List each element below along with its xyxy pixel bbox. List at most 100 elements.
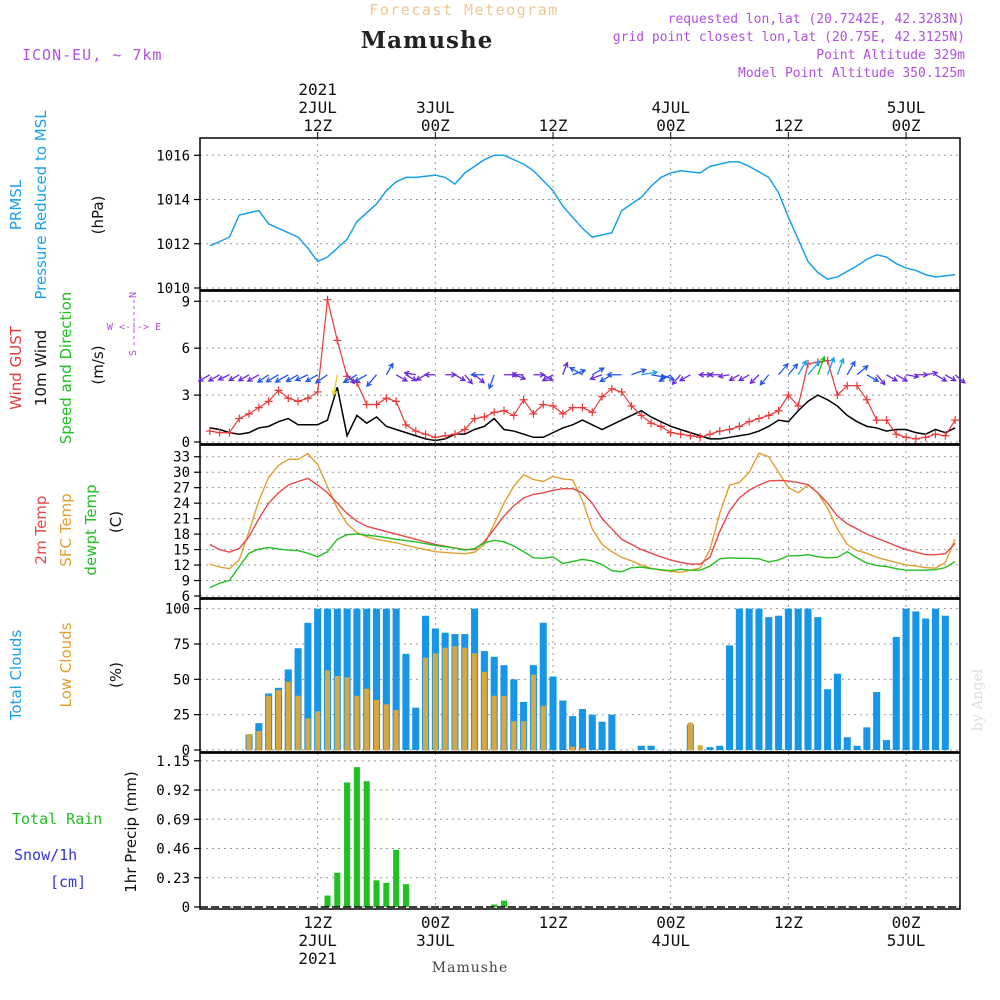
total-clouds-bar bbox=[853, 745, 861, 750]
wind-arrow bbox=[778, 362, 789, 376]
total-clouds-bar bbox=[598, 721, 606, 750]
low-clouds-bar bbox=[472, 653, 478, 751]
top-axis-label: 5JUL bbox=[887, 98, 926, 117]
wind-arrow bbox=[876, 374, 886, 386]
wind-arrow bbox=[944, 374, 957, 382]
wind-arrow bbox=[866, 374, 880, 382]
bottom-axis-label: 12Z bbox=[539, 913, 568, 932]
total-clouds-label: Total Clouds bbox=[7, 630, 25, 722]
gust-marker bbox=[460, 425, 469, 434]
wind-arrow bbox=[513, 374, 527, 381]
pressure-unit-label: (hPa) bbox=[89, 196, 107, 235]
wind-ytick-label: 0 bbox=[182, 435, 190, 451]
wind-arrow bbox=[265, 374, 279, 383]
bottom-axis-label: 12Z bbox=[774, 913, 803, 932]
bottom-axis-label: 2JUL bbox=[298, 931, 337, 950]
precip-ytick-label: 0 bbox=[182, 900, 190, 916]
rain-bar bbox=[334, 872, 341, 907]
total-clouds-bar bbox=[539, 622, 547, 750]
gust-marker bbox=[764, 411, 773, 420]
wind-arrow bbox=[606, 371, 622, 378]
rain-bar bbox=[383, 882, 390, 907]
gust-marker bbox=[931, 430, 940, 439]
total-clouds-bar bbox=[608, 714, 616, 750]
low-clouds-bar bbox=[491, 695, 497, 751]
wind-arrow bbox=[541, 374, 554, 382]
gust-marker bbox=[431, 433, 440, 442]
temp-ytick-label: 30 bbox=[173, 465, 190, 481]
total-clouds-bar bbox=[922, 618, 930, 750]
total-clouds-bar bbox=[382, 608, 390, 750]
total-clouds-bar bbox=[578, 709, 586, 750]
top-axis-label: 2021 bbox=[298, 80, 337, 99]
wind-arrow bbox=[717, 373, 730, 379]
gust-marker bbox=[951, 416, 960, 425]
total-clouds-bar bbox=[833, 673, 841, 750]
top-axis-label: 12Z bbox=[539, 116, 568, 135]
gust-marker bbox=[303, 394, 312, 403]
wind-arrow bbox=[331, 374, 338, 397]
gust-marker bbox=[421, 430, 430, 439]
gust-marker bbox=[637, 411, 646, 420]
precip-ytick-label: 0.23 bbox=[156, 871, 190, 887]
total-clouds-bar bbox=[912, 611, 920, 750]
gust-marker bbox=[313, 387, 322, 396]
watermark: by Angel bbox=[970, 668, 986, 731]
gust-marker bbox=[588, 408, 597, 417]
gust-marker bbox=[343, 372, 352, 381]
model-altitude: Model Point Altitude 350.125m bbox=[738, 66, 965, 81]
top-axis-label: 3JUL bbox=[416, 98, 455, 117]
total-clouds-bar bbox=[363, 608, 371, 750]
wind-speed-line bbox=[209, 387, 956, 442]
low-clouds-bar bbox=[432, 653, 438, 751]
wind-arrow bbox=[759, 374, 770, 386]
panels: 1010101210141016036969121518212427303302… bbox=[156, 137, 966, 916]
wind-arrow bbox=[935, 374, 948, 382]
total-clouds-bar bbox=[510, 679, 518, 750]
low-clouds-bar bbox=[579, 748, 585, 751]
total-clouds-bar bbox=[784, 608, 792, 750]
wind-arrow bbox=[237, 374, 250, 382]
gust-marker bbox=[902, 433, 911, 442]
wind-arrow bbox=[895, 374, 909, 382]
footer-location: Mamushe bbox=[432, 960, 508, 976]
total-clouds-bar bbox=[392, 608, 400, 750]
wind-arrow bbox=[403, 370, 416, 377]
clouds-ytick-label: 100 bbox=[165, 602, 190, 618]
total-clouds-bar bbox=[814, 617, 822, 750]
gust-marker bbox=[490, 408, 499, 417]
low-clouds-bar bbox=[423, 657, 429, 751]
total-clouds-bar bbox=[902, 608, 910, 750]
wind-arrow bbox=[474, 374, 486, 384]
gust-marker bbox=[666, 428, 675, 437]
compass-we: W <-|-> E bbox=[107, 322, 161, 333]
wind-arrow bbox=[415, 374, 426, 381]
pressure-ytick-label: 1012 bbox=[156, 237, 190, 253]
location-title: Mamushe bbox=[361, 27, 494, 54]
wind-arrow bbox=[749, 374, 760, 385]
low-clouds-bar bbox=[266, 695, 272, 751]
gust-marker bbox=[676, 430, 685, 439]
wind-arrow bbox=[342, 374, 358, 383]
precip-ytick-label: 0.92 bbox=[156, 783, 190, 799]
precip-ytick-label: 0.69 bbox=[156, 812, 190, 828]
wind-arrow bbox=[568, 366, 583, 376]
bottom-axis-label: 12Z bbox=[303, 913, 332, 932]
wind-arrow bbox=[856, 364, 869, 376]
gust-marker bbox=[392, 397, 401, 406]
wind-arrow bbox=[366, 374, 378, 388]
temp-ytick-label: 21 bbox=[173, 512, 190, 528]
prmsl-line bbox=[209, 154, 956, 280]
gust-marker bbox=[470, 414, 479, 423]
gust-marker bbox=[774, 406, 783, 415]
gust-marker bbox=[794, 402, 803, 411]
meteogram-subtitle: Forecast Meteogram bbox=[369, 1, 559, 19]
rain-bar bbox=[491, 904, 498, 907]
wind-arrow bbox=[678, 374, 691, 382]
top-axis-label: 00Z bbox=[892, 116, 921, 135]
wind-arrow bbox=[641, 369, 659, 376]
bottom-axis-label: 4JUL bbox=[651, 931, 690, 950]
gust-marker bbox=[333, 336, 342, 345]
gust-marker bbox=[215, 428, 224, 437]
